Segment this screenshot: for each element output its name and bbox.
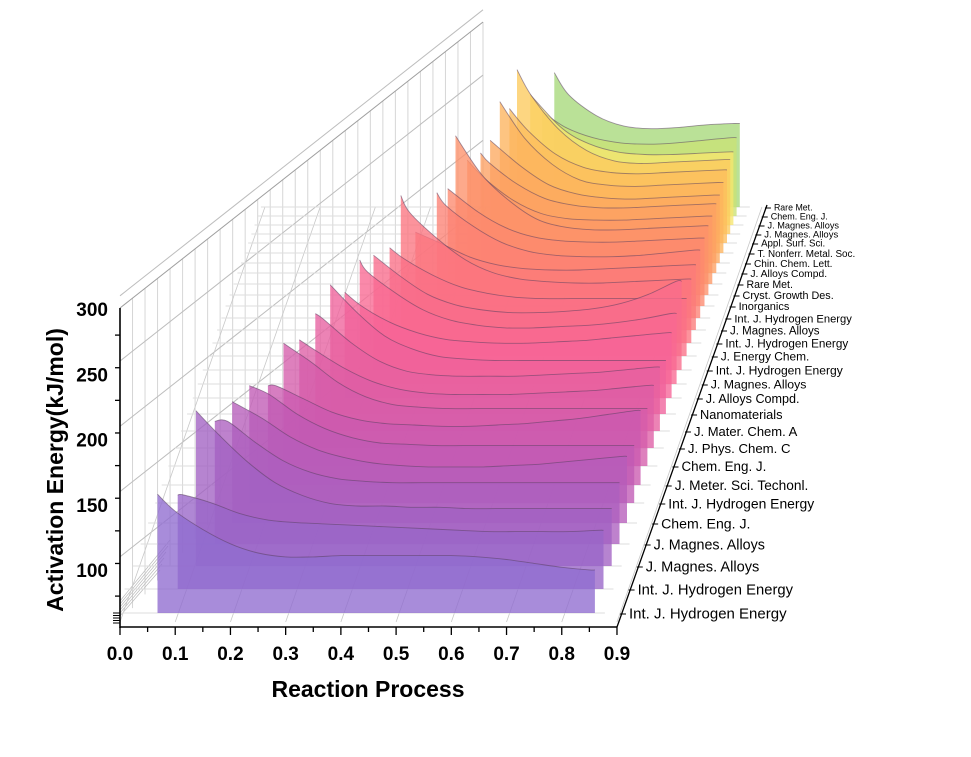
ribbon-line (329, 284, 666, 362)
ribbon-line (415, 231, 696, 271)
depth-category-label: J. Alloys Compd. (750, 269, 827, 280)
ribbon-line (447, 188, 705, 243)
depth-category-label: J. Phys. Chem. C (688, 441, 791, 456)
depth-category-label: J. Alloys Compd. (706, 392, 800, 406)
ribbons (157, 69, 740, 613)
ribbon-line (344, 291, 672, 344)
depth-category-label: Chin. Chem. Lett. (754, 259, 833, 270)
x-tick-label: 0.2 (217, 644, 243, 665)
depth-category-label: J. Magnes. Alloys (764, 230, 838, 241)
x-tick-label: 0.7 (493, 644, 519, 665)
depth-category-label: Chem. Eng. J. (681, 459, 766, 474)
depth-category-label: Rare Met. (746, 279, 793, 291)
depth-category-label: J. Magnes. Alloys (646, 560, 760, 576)
x-tick-label: 0.8 (549, 644, 575, 665)
ribbon-line (436, 192, 701, 258)
depth-category-label: J. Magnes. Alloys (768, 221, 840, 231)
back-wall-top-edge (119, 21, 484, 309)
x-tick-label: 0.5 (383, 644, 410, 665)
depth-category-label: T. Nonferr. Metal. Soc. (758, 249, 856, 260)
y-tick-label: 150 (76, 496, 108, 517)
depth-axis-line (616, 204, 768, 628)
ribbon-line (299, 339, 654, 396)
ribbon-line (177, 493, 604, 533)
depth-category-label: J. Magnes. Alloys (654, 537, 765, 553)
ribbon-line (157, 493, 595, 571)
back-wall-depthline (119, 139, 484, 427)
ribbon-line (373, 254, 682, 314)
depth-category-label: J. Meter. Sci. Techonl. (675, 478, 809, 493)
depth-category-label: J. Energy Chem. (721, 350, 810, 364)
depth-category-label: Appl. Surf. Sci. (761, 239, 825, 250)
y-tick-label: 200 (76, 431, 108, 452)
ribbon-area (157, 494, 595, 613)
ribbon-line (541, 111, 737, 145)
y-axis-title: Activation Energy(kJ/mol) (42, 328, 68, 612)
y-tick-labels: 100 150 200 250 300 (76, 300, 108, 582)
ribbon-line (283, 342, 648, 410)
depth-category-label: J. Magnes. Alloys (730, 325, 820, 337)
depth-category-label: J. Mater. Chem. A (694, 424, 798, 439)
y-tick-label: 300 (76, 300, 108, 321)
x-tick-label: 0.1 (162, 644, 189, 665)
ribbon-line (516, 69, 731, 164)
y-tick-label: 100 (76, 561, 108, 582)
ribbon-line (231, 401, 628, 468)
depth-category-label: Rare Met. (774, 202, 813, 212)
ribbon-line (249, 385, 635, 447)
ribbon-line (466, 159, 713, 221)
ribbon-line (489, 139, 720, 200)
ribbon-line (509, 108, 728, 175)
origin-hatch-line (119, 569, 161, 617)
depth-category-label: Nanomaterials (700, 407, 783, 422)
ribbon-line (359, 259, 677, 329)
floor-gridline (616, 206, 763, 623)
back-wall-depthline (119, 9, 484, 297)
x-tick-label: 0.6 (438, 644, 464, 665)
ribbon-line (553, 72, 740, 130)
ribbon-line (195, 410, 612, 510)
depth-category-label: Chem. Eng. J. (771, 211, 828, 221)
depth-category-label: Int. J. Hydrogen Energy (716, 364, 844, 378)
ribbon-line (214, 419, 620, 484)
depth-category-labels: Int. J. Hydrogen Energy Int. J. Hydrogen … (620, 202, 856, 623)
depth-category-label: Int. J. Hydrogen Energy (725, 337, 848, 350)
y-tick-label: 250 (76, 365, 108, 386)
ribbon-line (315, 313, 660, 377)
depth-category-label: Chem. Eng. J. (661, 515, 750, 531)
depth-category-label: Int. J. Hydrogen Energy (668, 495, 814, 511)
back-wall-depthline (119, 74, 484, 362)
x-tick-label: 0.3 (272, 644, 298, 665)
ribbon (157, 493, 595, 613)
ribbon-line (267, 384, 641, 427)
depth-category-label: Inorganics (739, 301, 790, 313)
x-axis-title: Reaction Process (271, 676, 464, 702)
depth-category-label: J. Magnes. Alloys (711, 378, 807, 392)
ribbon-line (455, 135, 709, 231)
depth-category-label: Cryst. Growth Des. (743, 290, 834, 302)
ribbon-line (529, 94, 734, 156)
depth-category-label: Int. J. Hydrogen Energy (629, 606, 787, 623)
axes (113, 204, 768, 635)
x-tick-label: 0.9 (604, 644, 630, 665)
x-tick-label: 0.0 (107, 644, 133, 665)
ribbon-line (400, 195, 692, 284)
ribbon-line (480, 152, 717, 209)
depth-category-label: Int. J. Hydrogen Energy (734, 313, 852, 325)
ribbon-line (499, 101, 724, 187)
depth-category-label: Int. J. Hydrogen Energy (638, 583, 794, 599)
x-tick-label: 0.4 (328, 644, 355, 665)
x-tick-labels: 0.0 0.1 0.2 0.3 0.4 0.5 0.6 0.7 0.8 0.9 (107, 644, 630, 665)
